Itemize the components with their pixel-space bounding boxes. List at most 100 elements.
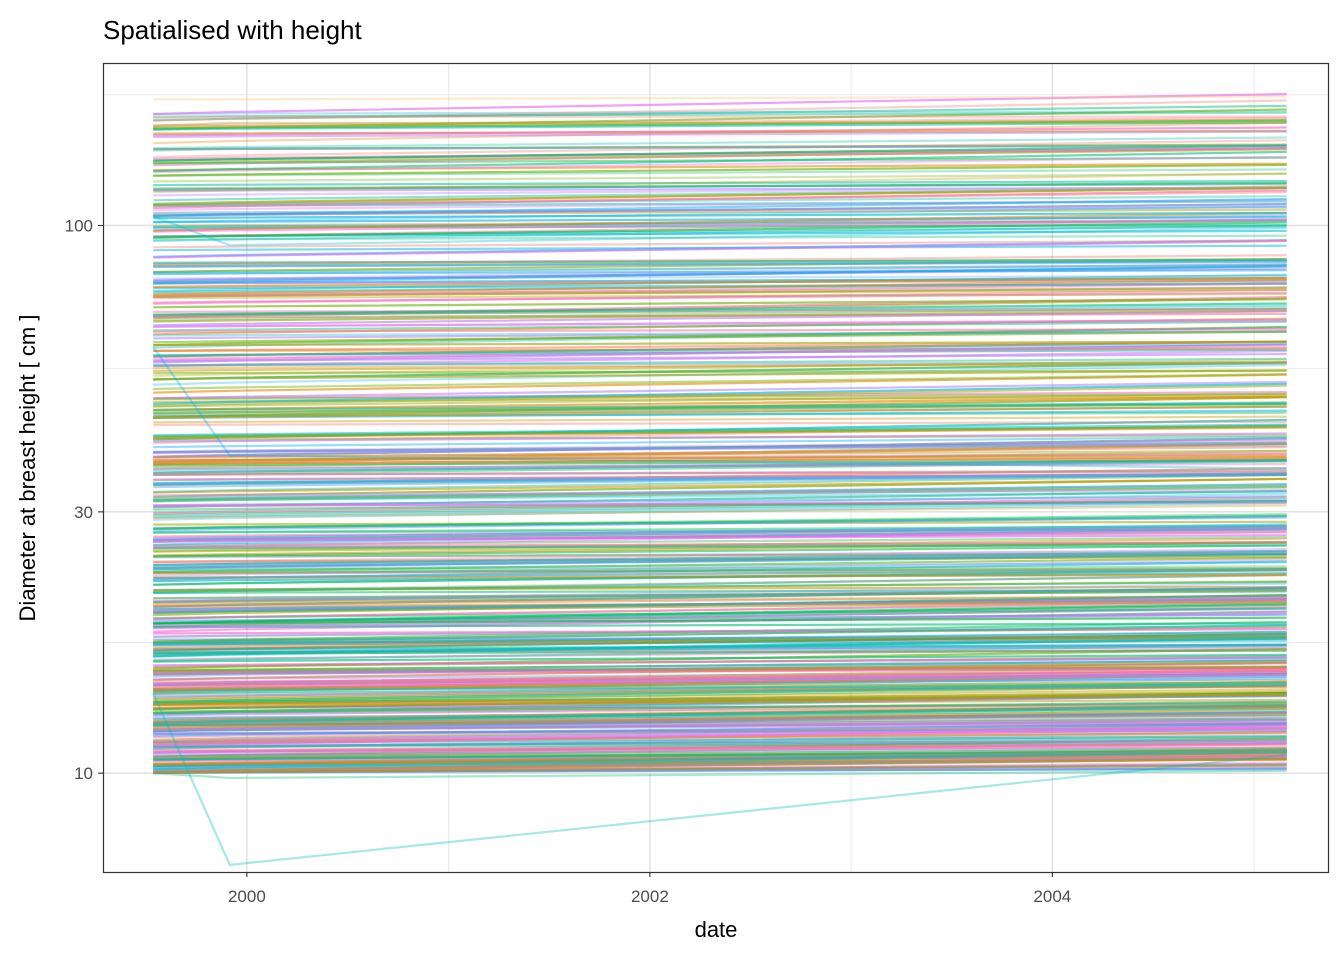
series-line [153, 121, 1287, 131]
y-axis: 10 30 100 [65, 216, 103, 783]
series-line [153, 501, 1287, 521]
series-line [153, 340, 1287, 347]
series-line [153, 704, 1287, 724]
series-line [153, 278, 1287, 296]
series-line [153, 661, 1287, 676]
series-line [153, 549, 1287, 559]
series-line [153, 462, 1287, 470]
series-line [153, 318, 1287, 328]
series-line [153, 206, 1287, 214]
series-line [153, 403, 1287, 415]
series-line [153, 637, 1287, 656]
series-line [153, 395, 1287, 412]
series-line [153, 291, 1287, 304]
series-line [152, 215, 1287, 247]
series-line [153, 459, 1287, 467]
series-line [153, 490, 1287, 502]
series-line [153, 195, 1287, 206]
series-line [153, 653, 1287, 663]
series-line [153, 749, 1287, 761]
series-line [153, 684, 1287, 698]
series-line [153, 456, 1287, 466]
series-line [153, 363, 1287, 386]
series-line [153, 540, 1287, 548]
series-line [153, 296, 1287, 318]
series-line [153, 746, 1287, 753]
series-line [153, 504, 1287, 520]
series-line [153, 526, 1287, 539]
series-line [153, 752, 1287, 773]
series-line [153, 330, 1287, 344]
series-line [153, 172, 1287, 194]
series-line [152, 692, 1287, 867]
series-line [153, 724, 1287, 747]
series-line [153, 681, 1287, 696]
series-line [153, 589, 1287, 600]
series-line [153, 702, 1287, 713]
series-line [153, 709, 1287, 732]
series-line [153, 258, 1287, 264]
series-line [153, 529, 1287, 543]
series-line [153, 721, 1287, 728]
series-line [153, 632, 1287, 652]
series-line [153, 129, 1287, 135]
series-line [153, 183, 1287, 190]
series-line [153, 717, 1287, 731]
series-line [153, 711, 1287, 727]
y-tick-label: 30 [74, 503, 93, 522]
y-tick-label: 100 [65, 216, 93, 235]
series-line [153, 361, 1287, 372]
series-line [153, 600, 1287, 620]
series-line [153, 474, 1287, 493]
series-line [153, 681, 1287, 704]
series-line [153, 99, 1287, 122]
series-line [153, 307, 1287, 313]
series-line [153, 118, 1287, 128]
series-line [153, 719, 1287, 732]
series-line [153, 320, 1287, 332]
series-line [153, 746, 1287, 757]
series-line [153, 442, 1287, 454]
series-line [153, 442, 1287, 454]
series-line [153, 580, 1287, 593]
series-line [153, 620, 1287, 643]
series-line [153, 561, 1287, 571]
series-line [153, 582, 1287, 603]
series-line [153, 254, 1287, 266]
series-line [153, 656, 1287, 675]
series-line [153, 724, 1287, 743]
series-line [153, 473, 1287, 486]
series-line [153, 292, 1287, 300]
series-line [152, 346, 1287, 470]
series-line [153, 472, 1287, 486]
y-axis-title: Diameter at breast height [ cm ] [15, 315, 40, 622]
series-line [153, 751, 1287, 771]
series-line [153, 473, 1287, 481]
series-line [153, 537, 1287, 553]
series-line [153, 500, 1287, 508]
series-line [153, 714, 1287, 726]
series-line [153, 139, 1287, 159]
series-line [153, 710, 1287, 733]
series-line [153, 426, 1287, 439]
series-line [153, 263, 1287, 282]
series-line [153, 234, 1287, 241]
series-line [153, 568, 1287, 580]
series-line [153, 685, 1287, 695]
series-line [153, 667, 1287, 674]
series-line [153, 711, 1287, 725]
series-line [153, 531, 1287, 543]
series-line [153, 189, 1287, 209]
series-line [153, 357, 1287, 367]
series-line [153, 544, 1287, 558]
series-line [153, 713, 1287, 725]
series-line [153, 121, 1287, 127]
y-tick-label: 10 [74, 764, 93, 783]
plot-border [102, 62, 1330, 874]
series-line [153, 282, 1287, 298]
series-line [153, 558, 1287, 577]
series-line [153, 634, 1287, 658]
series-line [153, 426, 1287, 439]
series-line [153, 741, 1287, 749]
